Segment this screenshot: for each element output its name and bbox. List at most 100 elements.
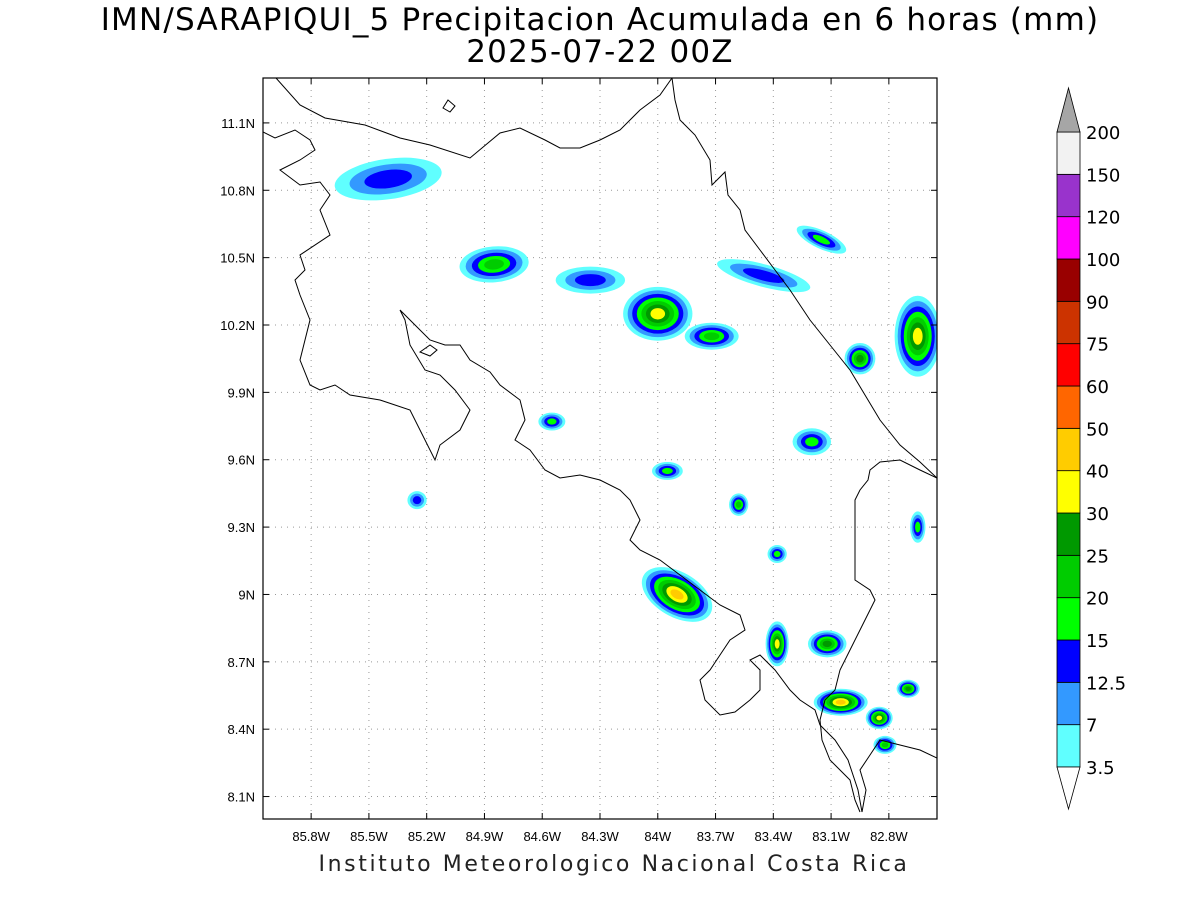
map-subtitle: 2025-07-22 00Z [466, 34, 734, 70]
caribbean-coast [671, 78, 937, 479]
colorbar-swatch [1056, 131, 1081, 175]
precip-cell [807, 630, 847, 658]
precip-contour [773, 550, 781, 558]
precip-contour [703, 332, 720, 341]
lat-tick-label: 8.4N [228, 722, 255, 737]
colorbar-label: 150 [1086, 165, 1120, 186]
precip-cell [792, 428, 832, 456]
precip-contour [812, 234, 831, 245]
precip-cell [894, 295, 937, 377]
precip-contour [547, 418, 557, 425]
precip-contour [835, 699, 846, 705]
lon-tick-label: 84.6W [523, 829, 561, 844]
precip-contour [881, 742, 889, 748]
precip-cell [813, 688, 868, 716]
precip-cell [407, 491, 427, 510]
lon-tick-label: 85.2W [408, 829, 446, 844]
colorbar-label: 3.5 [1086, 758, 1115, 779]
colorbar-swatch [1056, 681, 1081, 726]
lat-tick-label: 11.1N [221, 116, 255, 131]
precip-contour [774, 639, 780, 649]
precip-contour [412, 496, 422, 505]
precipitation-field [334, 157, 937, 754]
lat-tick-label: 8.1N [228, 790, 255, 805]
colorbar-label: 15 [1086, 631, 1109, 652]
footer-credit: Instituto Meteorologico Nacional Costa R… [318, 852, 910, 877]
lon-tick-label: 85.8W [292, 829, 330, 844]
precip-cell [767, 545, 787, 564]
precip-cell [623, 286, 693, 341]
nicoya-island [418, 344, 438, 357]
precip-cell [651, 461, 683, 480]
precip-cell [334, 157, 442, 201]
nicaragua-border [275, 78, 673, 159]
lat-tick-label: 9.3N [228, 520, 255, 535]
precip-cell [684, 322, 739, 350]
coastline-borders [263, 78, 937, 813]
lat-tick-label: 9.6N [228, 453, 255, 468]
colorbar-swatch [1056, 427, 1081, 472]
colorbar-label: 90 [1086, 292, 1109, 313]
precip-cell [896, 679, 920, 698]
precip-cell [538, 412, 566, 431]
precip-contour [650, 308, 666, 320]
precip-contour [805, 437, 819, 447]
precip-contour [364, 169, 412, 189]
colorbar-swatch [1056, 554, 1081, 599]
precip-contour [662, 467, 673, 475]
precip-contour [670, 589, 684, 600]
lat-tick-label: 9N [238, 587, 255, 602]
colorbar-swatch [1056, 216, 1081, 260]
lat-tick-label: 10.8N [220, 183, 255, 198]
colorbar-bottom-arrow [1056, 766, 1081, 811]
precip-cell [865, 706, 893, 730]
colorbar-label: 30 [1086, 504, 1109, 525]
lat-tick-label: 10.2N [220, 318, 255, 333]
map-title: IMN/SARAPIQUI_5 Precipitacion Acumulada … [100, 2, 1100, 38]
colorbar-label: 75 [1086, 335, 1109, 356]
panama-coast [859, 739, 937, 813]
lon-tick-label: 84.3W [581, 829, 619, 844]
colorbar-swatch [1056, 300, 1081, 345]
lake-nicaragua-shore [442, 99, 456, 113]
axis-ticks: 85.8W 85.5W 85.2W 84.9W 84.6W 84.3W 84W 83.7W 83… [220, 78, 937, 844]
colorbar-label: 120 [1086, 208, 1120, 229]
colorbar-label: 12.5 [1086, 673, 1126, 694]
precip-cell [729, 493, 749, 516]
precip-cell [796, 225, 847, 254]
lon-tick-label: 83.7W [697, 829, 735, 844]
colorbar-label: 20 [1086, 589, 1109, 610]
lon-tick-label: 82.8W [870, 829, 908, 844]
precip-contour [574, 274, 606, 287]
precip-cell [910, 511, 926, 543]
colorbar-label: 60 [1086, 377, 1109, 398]
lon-tick-label: 84.9W [466, 829, 504, 844]
precip-cell [873, 735, 897, 754]
precip-contour [915, 521, 921, 533]
panama-border [819, 459, 937, 813]
lat-tick-label: 10.5N [220, 251, 255, 266]
colorbar-swatch [1056, 385, 1081, 429]
precip-contour [876, 715, 883, 721]
lat-tick-label: 9.9N [228, 385, 255, 400]
pacific-coast-north [263, 129, 863, 813]
colorbar-label: 40 [1086, 462, 1109, 483]
precip-cell [844, 342, 876, 375]
colorbar-swatch [1056, 512, 1081, 556]
colorbar-swatch [1056, 639, 1081, 683]
colorbar-label: 100 [1086, 250, 1120, 271]
precip-cell [641, 567, 713, 622]
colorbar-swatch [1056, 258, 1081, 302]
precip-cell [555, 266, 626, 294]
lon-tick-label: 83.4W [755, 829, 793, 844]
lon-tick-label: 84W [644, 829, 671, 844]
lat-tick-label: 8.7N [228, 655, 255, 670]
colorbar-swatch [1056, 470, 1081, 514]
colorbar-label: 50 [1086, 419, 1109, 440]
colorbar: 3.5 7 12.5 15 20 25 30 40 50 60 75 90 100 120 150 200 [1056, 86, 1126, 811]
precip-contour [912, 327, 923, 345]
precip-contour [905, 686, 911, 691]
colorbar-top-arrow [1056, 86, 1081, 133]
precip-cell [765, 621, 789, 667]
